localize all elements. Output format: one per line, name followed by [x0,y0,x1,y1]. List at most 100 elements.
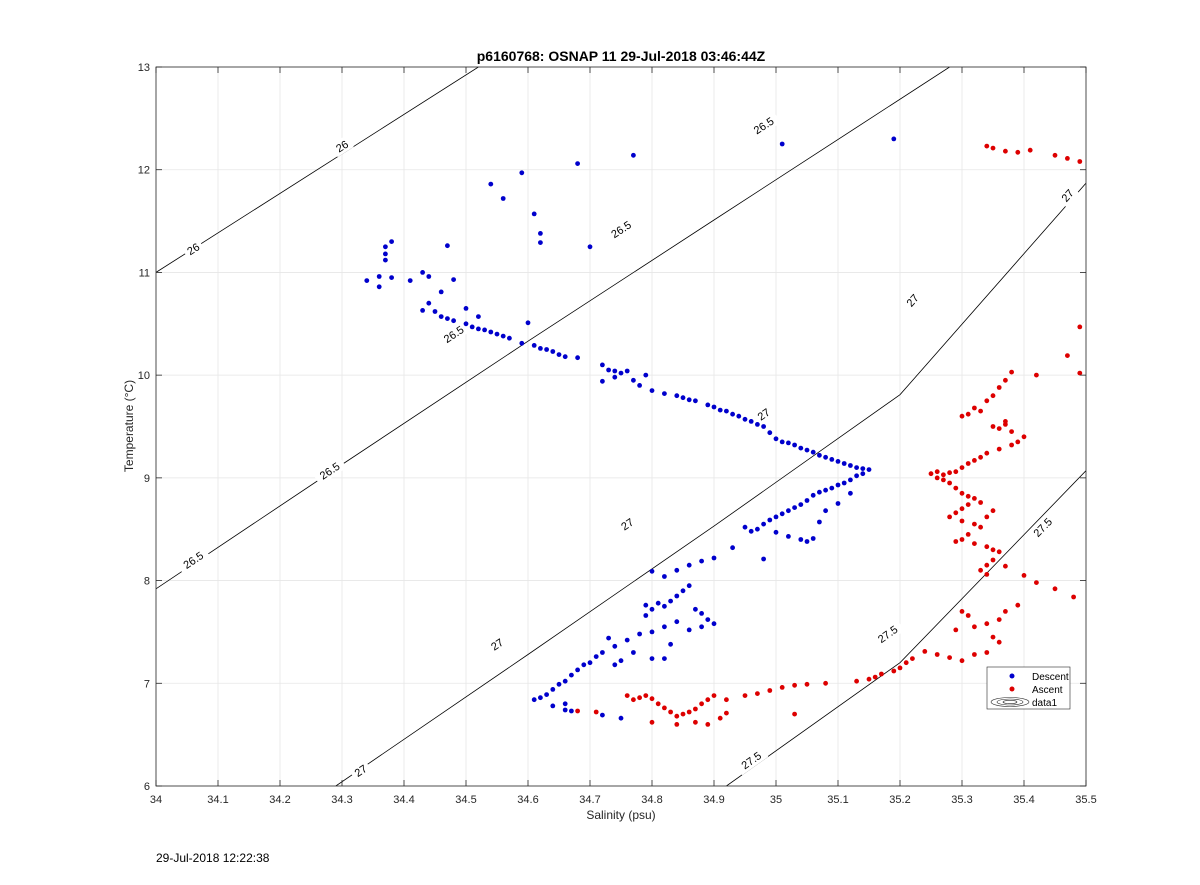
ascent-point [1027,147,1033,153]
descent-point [612,643,618,649]
axis-ticks: 34 34.1 34.2 34.3 34.4 34.5 34.6 34.7 34.8 34.9 35… [138,62,1097,806]
descent-point [686,583,692,589]
descent-point [587,244,593,250]
descent-point [779,141,785,147]
descent-point [562,707,568,713]
descent-point [438,289,444,295]
contour-label-bg [751,402,776,426]
contour-label-27: 27 [348,759,373,782]
descent-point [804,447,810,453]
legend: Descent Ascent data1 [986,666,1071,710]
descent-point [748,419,754,424]
ascent-point [1015,149,1021,155]
descent-point [810,449,816,455]
descent-point [711,404,717,410]
ascent-point [972,541,977,546]
ascent-point [978,524,983,530]
ascent-point [996,639,1002,645]
ascent-point [1015,439,1021,445]
descent-point [531,211,537,217]
contour-label-bg [1026,510,1059,544]
generated-timestamp: 29-Jul-2018 12:22:38 [156,851,270,865]
ascent-point [972,521,977,527]
x-tick-label: 34.3 [331,794,352,806]
contour-line-26-5 [156,67,950,590]
ascent-point [972,405,977,411]
descent-point [432,309,438,314]
descent-point [531,697,537,703]
contour-label-bg [330,135,354,158]
descent-point [767,430,773,436]
ascent-point [631,697,636,703]
descent-point [699,611,704,616]
legend-descent-label: Descent [1032,672,1069,683]
descent-point [445,316,450,321]
descent-point [600,378,605,384]
descent-point [736,413,742,419]
contour-label-text: 27 [756,407,773,424]
ascent-point [910,656,915,661]
contour-label-bg [734,745,769,776]
descent-point [569,672,574,678]
ascent-point [978,567,983,573]
descent-point [376,284,382,290]
legend-data1-label: data1 [1032,698,1057,709]
y-axis-label: Temperature (°C) [122,380,136,472]
ascent-point [1052,586,1058,592]
ascent-point [965,532,971,537]
ascent-point [779,685,785,690]
descent-point [804,498,810,503]
descent-point [668,598,673,604]
descent-point [426,300,432,306]
contour-line-26 [156,67,479,273]
descent-point [848,490,853,496]
ascent-point [947,480,952,486]
descent-point [500,196,506,201]
descent-point [668,641,673,647]
descent-point [376,274,382,279]
descent-point [823,508,828,514]
descent-point [823,487,828,493]
contour-label-bg [312,455,347,486]
contour-label-26: 26 [330,135,354,158]
ascent-point [990,424,996,429]
ascent-point [693,706,698,712]
descent-point [773,514,779,520]
descent-point [624,637,630,643]
ascent-point [1009,442,1014,448]
descent-point [810,492,816,498]
descent-point [451,318,456,324]
ascent-point [978,408,983,414]
descent-point [426,274,432,279]
chart-title: p6160768: OSNAP 11 29-Jul-2018 03:46:44Z [477,48,766,64]
contour-label-bg [436,319,471,349]
ascent-point [1034,372,1039,378]
descent-point [730,411,735,417]
ascent-point [1003,422,1008,427]
descent-point [761,556,766,562]
descent-point [860,466,866,471]
descent-point [693,606,698,612]
ascent-point [693,719,698,725]
x-tick-label: 34.7 [579,794,600,806]
contour-line-27 [335,182,1086,786]
y-tick-label: 13 [138,62,150,74]
descent-point [674,393,680,399]
descent-point [420,270,425,275]
ascent-point [984,572,990,577]
descent-point [383,251,388,257]
ascent-point [668,709,673,715]
descent-point [717,407,723,413]
descent-point [767,517,773,523]
ascent-point [965,613,971,618]
ascent-point [990,547,996,553]
ascent-point [891,668,897,674]
descent-point [618,370,624,376]
plot-area: 262626.526.526.526.526.527272727272727.5… [138,62,1097,806]
descent-point [835,459,841,464]
descent-point [854,473,859,479]
contour-label-bg [176,545,211,575]
ascent-point [593,709,599,715]
descent-point [631,152,636,158]
